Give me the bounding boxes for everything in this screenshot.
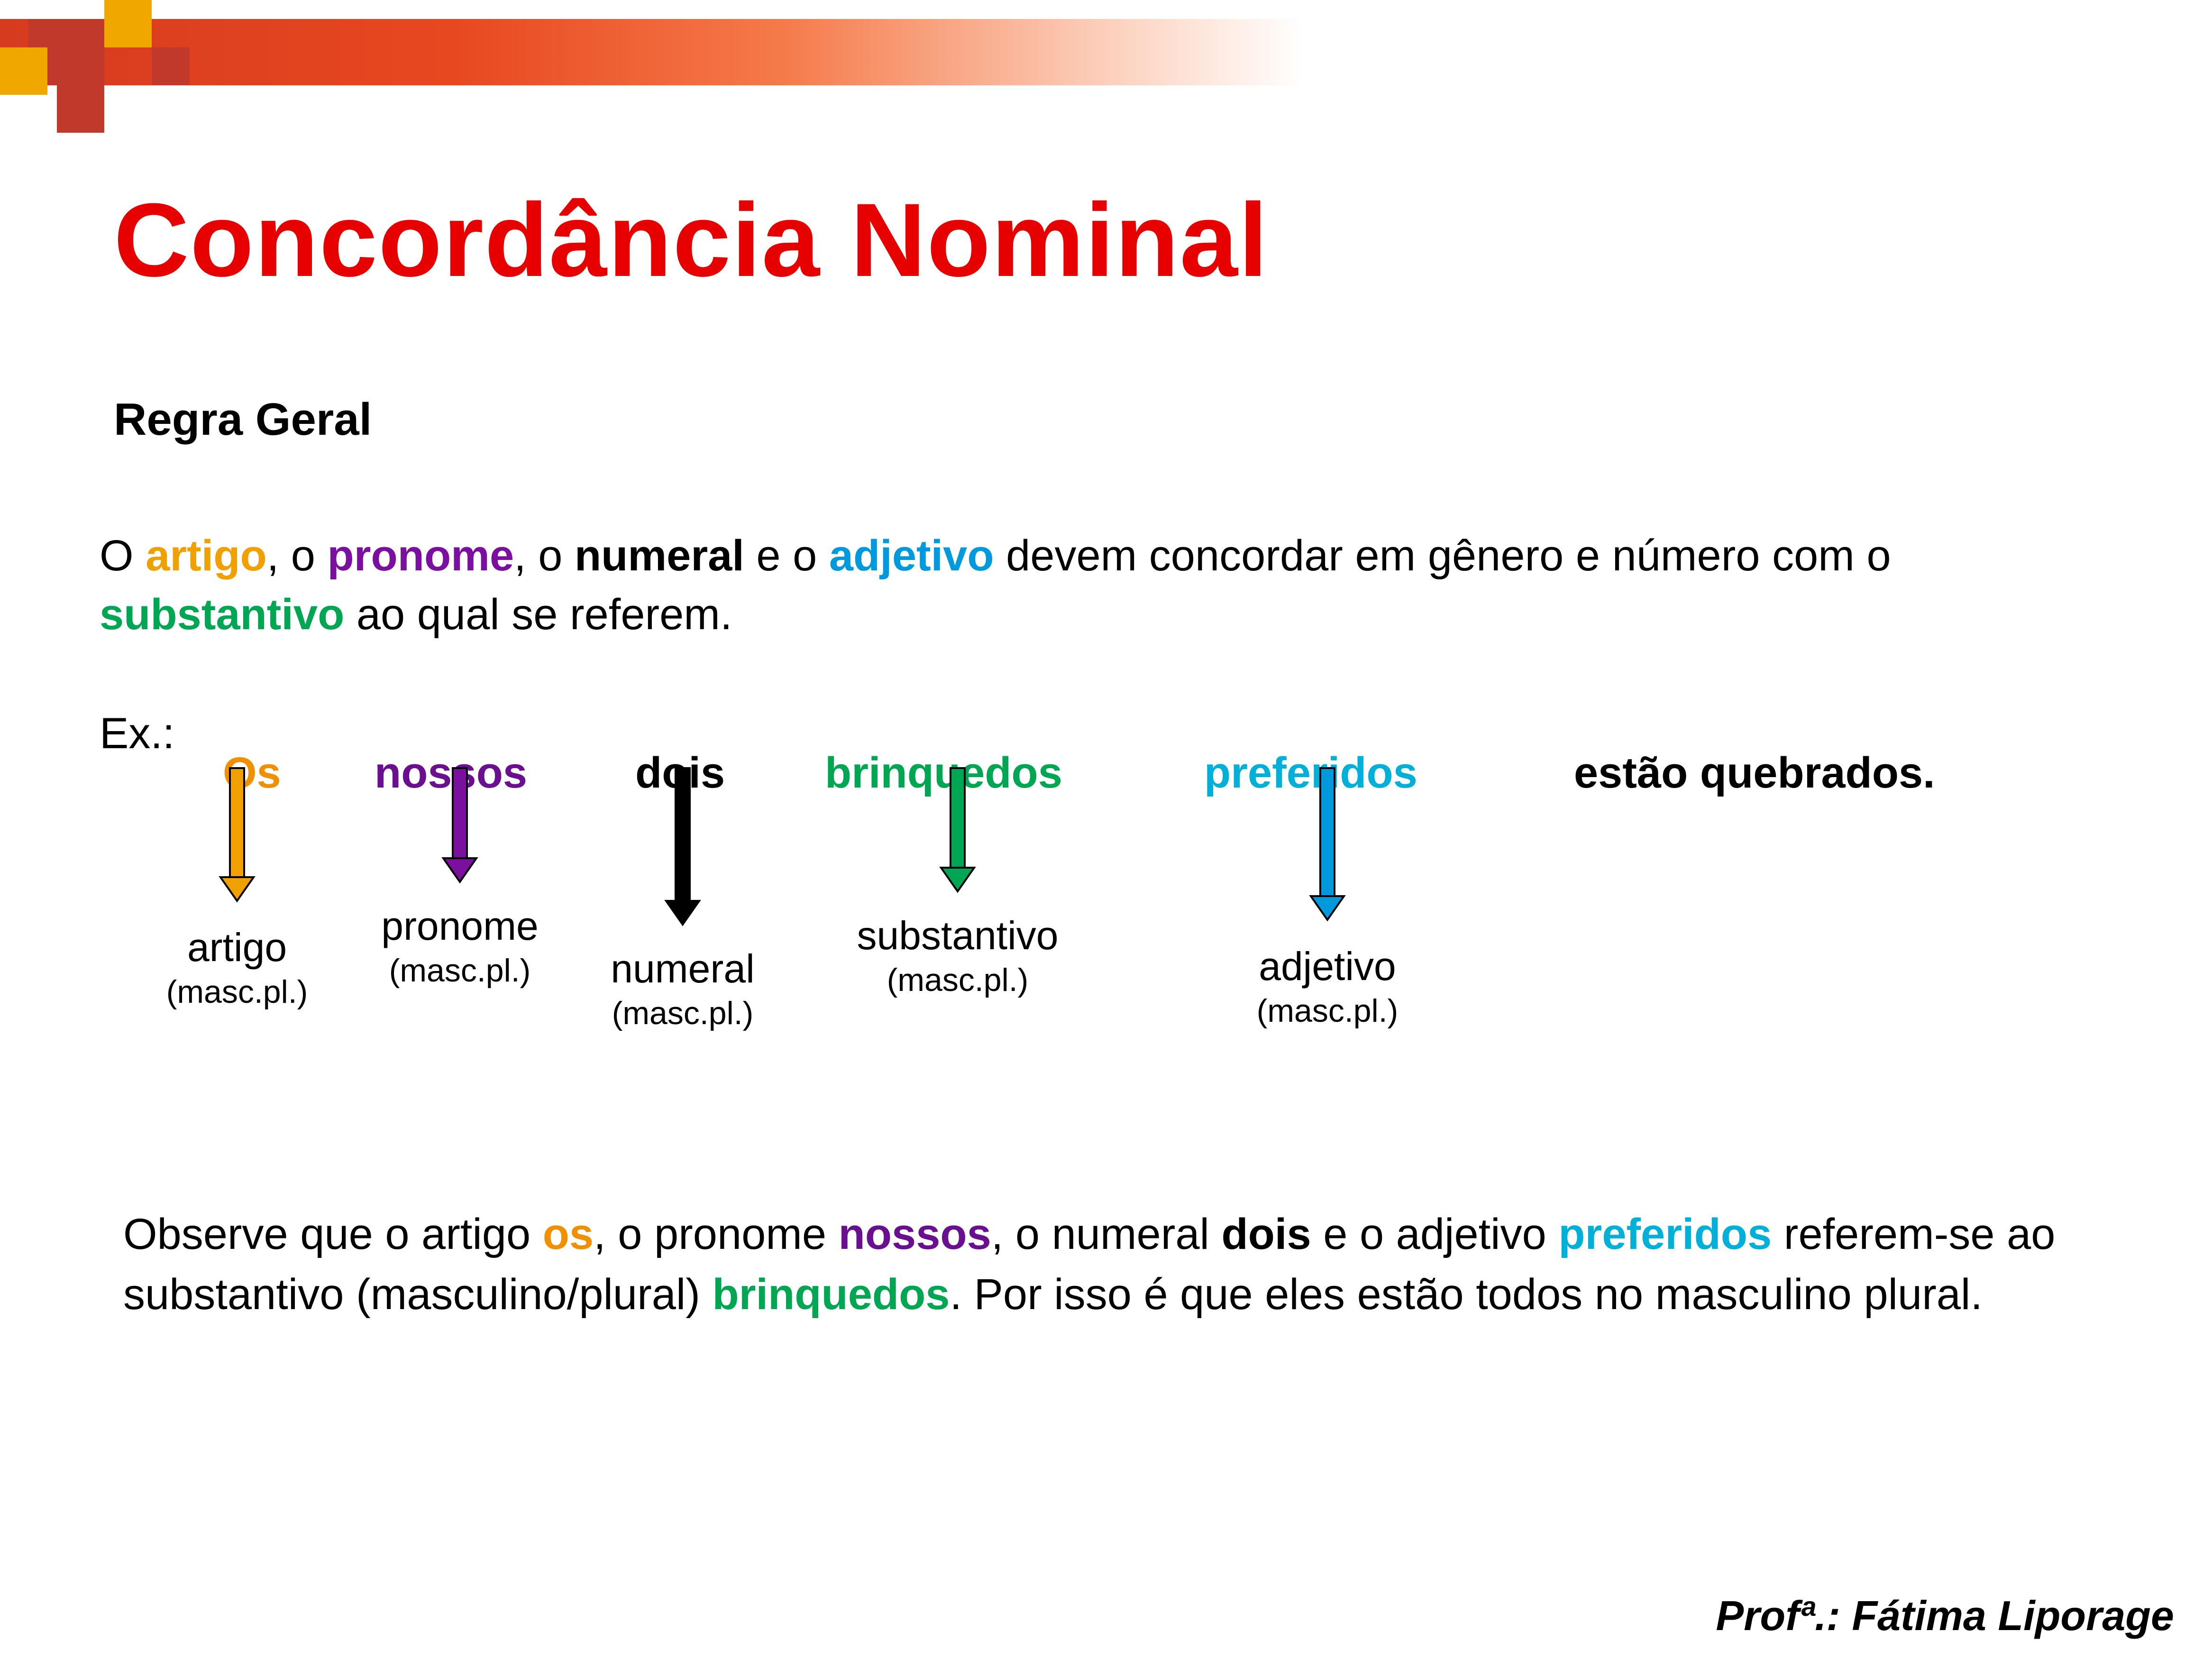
arrow-substantivo-icon (936, 768, 979, 896)
obs-text: Observe que o artigo (123, 1210, 543, 1258)
label-text: pronome (381, 904, 539, 948)
rule-text: , o (267, 532, 328, 580)
arrow-numeral-icon (661, 768, 704, 929)
corner-blocks (0, 0, 190, 133)
word-artigo: artigo (146, 532, 267, 580)
deco-block (152, 47, 190, 85)
label-numeral: numeral (masc.pl.) (574, 946, 792, 1032)
word-brinquedos: brinquedos (713, 1270, 950, 1319)
word-os: os (543, 1210, 594, 1258)
word-pronome: pronome (328, 532, 514, 580)
label-subtext: (masc.pl.) (1218, 992, 1436, 1029)
label-text: artigo (187, 925, 287, 970)
label-subtext: (masc.pl.) (849, 962, 1067, 999)
observation-paragraph: Observe que o artigo os, o pronome nosso… (123, 1204, 2067, 1325)
rule-text: O (100, 532, 146, 580)
label-text: adjetivo (1259, 944, 1396, 989)
obs-text: , o numeral (991, 1210, 1222, 1258)
deco-block (0, 47, 47, 95)
arrow-pronome-icon (439, 768, 481, 887)
word-adjetivo: adjetivo (829, 532, 994, 580)
page-title: Concordância Nominal (114, 180, 1269, 300)
word-preferidos: preferidos (1558, 1210, 1772, 1258)
label-subtext: (masc.pl.) (574, 995, 792, 1032)
label-pronome: pronome (masc.pl.) (351, 903, 569, 989)
label-text: substantivo (857, 913, 1059, 958)
word-nossos: nossos (839, 1210, 991, 1258)
label-artigo: artigo(masc.pl.) (128, 925, 346, 1010)
deco-block (104, 0, 152, 47)
arrow-adjetivo-icon (1306, 768, 1349, 925)
rule-text: e o (744, 532, 829, 580)
word-dois: dois (1222, 1210, 1311, 1258)
label-substantivo: substantivo (masc.pl.) (849, 913, 1067, 999)
header-bar (0, 19, 1304, 85)
word-numeral: numeral (575, 532, 744, 580)
footer-credit: Profª.: Fátima Liporage (1716, 1592, 2174, 1640)
label-subtext: (masc.pl.) (351, 952, 569, 989)
deco-block (57, 85, 104, 133)
arrow-artigo-icon (216, 768, 258, 906)
example-sentence: Ex.: Osnossosdoisbrinquedospreferidosest… (100, 709, 2138, 759)
word-substantivo: substantivo (100, 590, 344, 639)
rule-text: , o (514, 532, 575, 580)
section-subtitle: Regra Geral (114, 394, 372, 446)
label-adjetivo: adjetivo(masc.pl.) (1218, 944, 1436, 1029)
rule-sentence: O artigo, o pronome, o numeral e o adjet… (100, 526, 2114, 644)
obs-text: , o pronome (594, 1210, 839, 1258)
example-prefix: Ex.: (100, 709, 174, 759)
rule-text: devem concordar em gênero e número com o (994, 532, 1891, 580)
arrow-diagram: artigo(masc.pl.)pronome(masc.pl.)numeral… (100, 763, 2138, 1048)
label-subtext: (masc.pl.) (128, 973, 346, 1010)
rule-text: ao qual se referem. (344, 590, 732, 639)
obs-text: . Por isso é que eles estão todos no mas… (950, 1270, 1983, 1319)
obs-text: e o adjetivo (1311, 1210, 1559, 1258)
label-text: numeral (611, 946, 754, 991)
